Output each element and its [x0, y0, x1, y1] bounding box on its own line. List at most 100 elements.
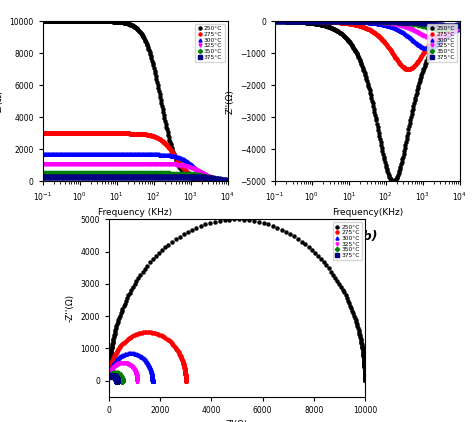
275°C: [457, 22, 463, 27]
375°C: [114, 378, 119, 383]
325°C: [428, 36, 434, 41]
250°C: [295, 236, 301, 241]
325°C: [120, 360, 126, 365]
325°C: [134, 376, 140, 381]
Line: 275°C: 275°C: [41, 132, 229, 183]
275°C: [272, 19, 278, 24]
350°C: [119, 377, 125, 382]
275°C: [153, 135, 159, 140]
350°C: [149, 171, 155, 176]
275°C: [179, 356, 184, 361]
275°C: [196, 176, 201, 181]
300°C: [149, 152, 155, 157]
350°C: [438, 27, 444, 32]
Line: 300°C: 300°C: [41, 153, 229, 183]
Line: 375°C: 375°C: [109, 374, 118, 382]
275°C: [40, 131, 46, 136]
Y-axis label: -Z''(Ω): -Z''(Ω): [66, 294, 75, 322]
325°C: [196, 168, 201, 173]
350°C: [382, 19, 387, 24]
300°C: [149, 374, 155, 379]
250°C: [440, 33, 446, 38]
350°C: [273, 19, 278, 24]
275°C: [177, 352, 183, 357]
325°C: [123, 361, 128, 366]
300°C: [272, 19, 278, 24]
375°C: [382, 19, 388, 24]
275°C: [110, 357, 116, 362]
250°C: [150, 60, 155, 65]
325°C: [153, 161, 159, 166]
375°C: [196, 175, 201, 180]
250°C: [107, 364, 112, 369]
250°C: [362, 378, 368, 383]
Text: (a): (a): [125, 230, 145, 243]
350°C: [272, 19, 278, 24]
375°C: [385, 19, 391, 24]
375°C: [110, 373, 116, 378]
350°C: [40, 171, 46, 176]
250°C: [106, 373, 112, 378]
350°C: [153, 171, 159, 176]
250°C: [382, 160, 388, 165]
Line: 275°C: 275°C: [273, 19, 461, 71]
250°C: [273, 19, 278, 24]
350°C: [225, 178, 230, 183]
X-axis label: Z'(Ω): Z'(Ω): [226, 420, 248, 422]
275°C: [382, 40, 388, 45]
Text: (b): (b): [357, 230, 378, 243]
250°C: [362, 378, 368, 383]
375°C: [111, 373, 117, 379]
325°C: [457, 25, 463, 30]
300°C: [196, 168, 201, 173]
Line: 350°C: 350°C: [41, 172, 229, 182]
375°C: [149, 174, 155, 179]
300°C: [107, 371, 113, 376]
300°C: [149, 373, 155, 379]
300°C: [150, 378, 155, 383]
Y-axis label: Z''(Ω): Z''(Ω): [226, 89, 235, 114]
Line: 250°C: 250°C: [41, 19, 229, 183]
350°C: [196, 173, 201, 178]
375°C: [273, 19, 278, 24]
250°C: [153, 73, 159, 78]
300°C: [382, 22, 387, 27]
325°C: [431, 36, 437, 41]
350°C: [112, 370, 118, 375]
325°C: [134, 376, 140, 381]
275°C: [150, 133, 155, 138]
375°C: [272, 19, 278, 24]
350°C: [382, 19, 388, 24]
Line: 350°C: 350°C: [109, 371, 123, 382]
325°C: [225, 178, 230, 183]
325°C: [134, 376, 140, 381]
300°C: [149, 374, 155, 379]
275°C: [179, 357, 185, 362]
250°C: [272, 19, 278, 24]
375°C: [382, 19, 387, 24]
350°C: [119, 378, 125, 383]
300°C: [425, 46, 430, 51]
275°C: [382, 40, 387, 45]
300°C: [150, 378, 155, 383]
275°C: [149, 133, 155, 138]
Line: 375°C: 375°C: [41, 175, 229, 182]
300°C: [457, 26, 463, 31]
275°C: [183, 378, 189, 383]
250°C: [149, 58, 155, 63]
300°C: [440, 36, 446, 41]
Legend: 250°C, 275°C, 300°C, 325°C, 350°C, 375°C: 250°C, 275°C, 300°C, 325°C, 350°C, 375°C: [428, 24, 457, 62]
350°C: [207, 175, 213, 180]
250°C: [274, 225, 280, 230]
325°C: [40, 161, 46, 166]
300°C: [123, 352, 128, 357]
375°C: [114, 378, 119, 383]
Line: 350°C: 350°C: [273, 19, 461, 31]
Line: 300°C: 300°C: [108, 352, 154, 382]
X-axis label: Frequency (KHz): Frequency (KHz): [98, 208, 172, 217]
350°C: [119, 378, 125, 383]
300°C: [273, 19, 278, 24]
325°C: [207, 174, 213, 179]
375°C: [40, 174, 46, 179]
375°C: [447, 23, 453, 28]
